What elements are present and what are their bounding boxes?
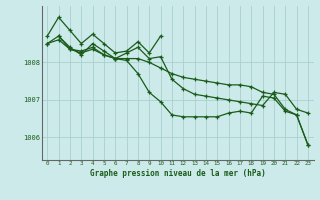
X-axis label: Graphe pression niveau de la mer (hPa): Graphe pression niveau de la mer (hPa) bbox=[90, 169, 266, 178]
